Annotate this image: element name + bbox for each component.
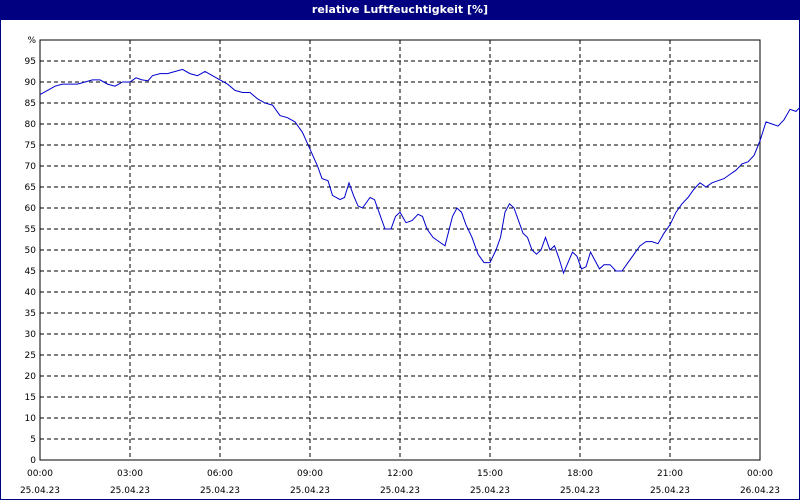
y-tick-label: 25: [25, 351, 36, 361]
y-tick-label: 5: [30, 435, 36, 445]
x-tick-date-label: 25.04.23: [650, 486, 690, 496]
x-tick-date-label: 26.04.23: [740, 486, 780, 496]
y-tick-label: 45: [25, 267, 36, 277]
x-tick-time-label: 03:00: [117, 469, 143, 479]
x-tick-time-label: 09:00: [297, 469, 323, 479]
y-tick-label: 85: [25, 99, 36, 109]
y-axis-unit-label: %: [27, 36, 36, 46]
y-tick-label: 20: [25, 372, 37, 382]
y-tick-label: 65: [25, 183, 36, 193]
x-tick-date-label: 25.04.23: [200, 486, 240, 496]
y-tick-label: 70: [25, 162, 37, 172]
x-tick-date-label: 25.04.23: [110, 486, 150, 496]
y-tick-label: 80: [25, 120, 37, 130]
y-tick-label: 55: [25, 225, 36, 235]
y-tick-label: 90: [25, 78, 37, 88]
y-tick-label: 50: [25, 246, 37, 256]
y-tick-label: 10: [25, 414, 37, 424]
chart-title: relative Luftfeuchtigkeit [%]: [0, 0, 800, 20]
x-tick-time-label: 12:00: [387, 469, 413, 479]
x-tick-date-label: 25.04.23: [380, 486, 420, 496]
y-tick-label: 60: [25, 204, 37, 214]
x-tick-date-label: 25.04.23: [470, 486, 510, 496]
x-tick-time-label: 00:00: [747, 469, 773, 479]
x-tick-time-label: 21:00: [657, 469, 683, 479]
y-tick-label: 30: [25, 330, 37, 340]
x-tick-date-label: 25.04.23: [20, 486, 60, 496]
x-tick-time-label: 18:00: [567, 469, 593, 479]
x-tick-time-label: 06:00: [207, 469, 233, 479]
y-tick-label: 95: [25, 57, 36, 67]
y-tick-label: 0: [30, 456, 36, 466]
x-tick-time-label: 00:00: [27, 469, 53, 479]
x-tick-date-label: 25.04.23: [560, 486, 600, 496]
y-tick-label: 15: [25, 393, 36, 403]
x-tick-date-label: 25.04.23: [290, 486, 330, 496]
y-tick-label: 35: [25, 309, 36, 319]
y-tick-label: 40: [25, 288, 37, 298]
y-tick-label: 75: [25, 141, 36, 151]
series-line: [39, 68, 800, 275]
x-tick-time-label: 15:00: [477, 469, 503, 479]
